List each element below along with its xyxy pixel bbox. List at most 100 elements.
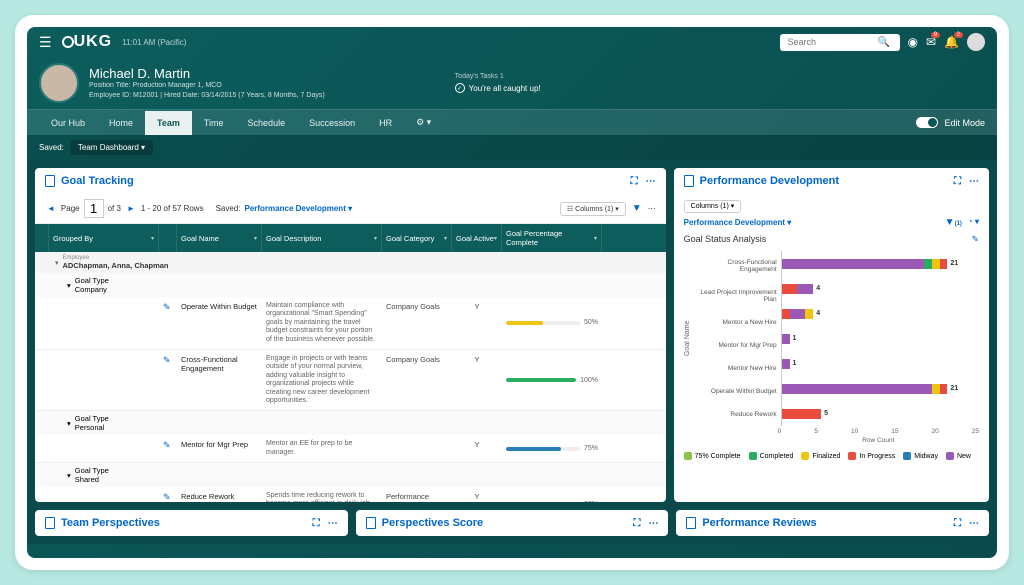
bar-segment[interactable]: [932, 384, 940, 394]
toolbar-saved-value[interactable]: Performance Development ▾: [244, 204, 352, 213]
bar-segment[interactable]: [782, 409, 821, 419]
next-page[interactable]: ►: [125, 204, 137, 213]
group-row[interactable]: ▾EmployeeADChapman, Anna, Chapman: [35, 252, 666, 273]
group-row[interactable]: ▾Goal TypeCompany: [35, 273, 666, 297]
x-tick-label: 5: [814, 428, 818, 435]
goal-active: Y: [452, 350, 502, 410]
bar-segment[interactable]: [924, 259, 932, 269]
more-icon[interactable]: ⋯: [328, 518, 338, 529]
doc-icon: [366, 517, 376, 529]
avatar[interactable]: [967, 33, 985, 51]
doc-icon: [45, 517, 55, 529]
edit-icon[interactable]: ✎: [163, 492, 171, 502]
edit-mode-toggle[interactable]: [916, 117, 938, 128]
more-icon[interactable]: ⋯: [646, 176, 656, 187]
nav-our-hub[interactable]: Our Hub: [39, 111, 97, 135]
table-row: ✎ Operate Within Budget Maintain complia…: [35, 297, 666, 350]
more-icon[interactable]: ⋯: [648, 518, 658, 529]
legend-item[interactable]: Midway: [903, 452, 938, 460]
goal-name: Mentor for Mgr Prep: [177, 435, 262, 462]
expand-icon[interactable]: ⛶: [633, 518, 640, 529]
legend-item[interactable]: Finalized: [801, 452, 840, 460]
y-tick-label: Lead Project Improvement Plan: [691, 289, 777, 303]
gear-icon[interactable]: ⚙ ▾: [404, 110, 443, 135]
help-icon[interactable]: ◉: [908, 35, 918, 49]
nav-time[interactable]: Time: [192, 111, 236, 135]
y-axis-label: Goal Name: [684, 251, 691, 426]
toolbar-saved-label: Saved:: [216, 204, 241, 213]
saved-dropdown[interactable]: Team Dashboard ▾: [70, 140, 153, 155]
profile-section: Michael D. Martin Position Title: Produc…: [27, 57, 997, 109]
bar-segment[interactable]: [782, 309, 790, 319]
y-tick-label: Operate Within Budget: [691, 388, 777, 395]
bar-segment[interactable]: [782, 334, 790, 344]
goal-tracking-widget: Goal Tracking ⛶ ⋯ ◄ Page of 3 ► 1 - 20 o…: [35, 168, 666, 502]
search-input[interactable]: 🔍: [780, 34, 900, 51]
widget-title: Performance Reviews: [702, 517, 816, 529]
nav-schedule[interactable]: Schedule: [236, 111, 298, 135]
doc-icon: [686, 517, 696, 529]
x-axis-label: Row Count: [778, 437, 979, 444]
x-tick-label: 20: [932, 428, 939, 435]
bar-value: 1: [793, 335, 797, 342]
nav-team[interactable]: Team: [145, 111, 192, 135]
bar-segment[interactable]: [782, 259, 924, 269]
goal-name: Operate Within Budget: [177, 297, 262, 349]
edit-icon[interactable]: ✎: [163, 302, 171, 312]
bell-icon[interactable]: 🔔2: [944, 35, 959, 49]
goal-desc: Engage in projects or with teams outside…: [262, 350, 382, 410]
saved-label: Saved:: [39, 143, 64, 152]
nav-hr[interactable]: HR: [367, 111, 404, 135]
bar-segment[interactable]: [797, 284, 813, 294]
more-icon[interactable]: ⋯: [969, 518, 979, 529]
bar-segment[interactable]: [940, 384, 948, 394]
expand-icon[interactable]: ⛶: [631, 176, 638, 187]
nav-home[interactable]: Home: [97, 111, 145, 135]
toolbar-more[interactable]: ⋯: [648, 204, 656, 213]
legend-item[interactable]: 75% Complete: [684, 452, 741, 460]
bar-segment[interactable]: [805, 309, 813, 319]
bar-segment[interactable]: [782, 359, 790, 369]
page-input[interactable]: [84, 199, 104, 218]
profile-avatar[interactable]: [39, 63, 79, 103]
bar-row: 1: [782, 326, 979, 351]
bar-segment[interactable]: [932, 259, 940, 269]
legend-item[interactable]: Completed: [749, 452, 794, 460]
bar-row: 4: [782, 276, 979, 301]
edit-icon[interactable]: ✎: [971, 234, 979, 245]
chart-subheader[interactable]: Performance Development ▾: [684, 218, 792, 227]
bar-segment[interactable]: [782, 284, 798, 294]
navbar: Our HubHomeTeamTimeScheduleSuccessionHR …: [27, 109, 997, 135]
expand-icon[interactable]: ⛶: [954, 176, 961, 187]
bar-segment[interactable]: [940, 259, 948, 269]
bar-value: 21: [950, 385, 958, 392]
menu-icon[interactable]: ☰: [39, 34, 52, 51]
columns-chip[interactable]: Columns (1) ▾: [684, 200, 742, 213]
goal-desc: Maintain compliance with organizational …: [262, 297, 382, 349]
nav-succession[interactable]: Succession: [297, 111, 367, 135]
prev-page[interactable]: ◄: [45, 204, 57, 213]
legend-item[interactable]: In Progress: [848, 452, 895, 460]
bar-row: 5: [782, 401, 979, 426]
doc-icon: [684, 175, 694, 187]
bar-segment[interactable]: [790, 309, 806, 319]
goal-category: Performance: [382, 487, 452, 502]
more-icon[interactable]: ⋯: [969, 176, 979, 187]
table-row: ✎ Reduce Rework Spends time reducing rew…: [35, 487, 666, 502]
mail-icon[interactable]: ✉9: [926, 35, 936, 49]
chart-type-icon[interactable]: ◔ ▾: [968, 217, 979, 228]
edit-icon[interactable]: ✎: [163, 355, 171, 365]
columns-chip[interactable]: ☷ Columns (1) ▾: [560, 202, 626, 216]
edit-icon[interactable]: ✎: [163, 440, 171, 450]
tasks-label: Today's Tasks 1: [455, 73, 541, 80]
expand-icon[interactable]: ⛶: [313, 518, 320, 529]
filter-icon[interactable]: ▼(1): [945, 217, 962, 228]
group-row[interactable]: ▾Goal TypeShared: [35, 463, 666, 487]
expand-icon[interactable]: ⛶: [954, 518, 961, 529]
filter-icon[interactable]: ▼: [632, 203, 642, 214]
search-icon[interactable]: 🔍: [878, 37, 890, 48]
perf-dev-widget: Performance Development ⛶ ⋯ Columns (1) …: [674, 168, 989, 502]
bar-segment[interactable]: [782, 384, 932, 394]
group-row[interactable]: ▾Goal TypePersonal: [35, 411, 666, 435]
legend-item[interactable]: New: [946, 452, 971, 460]
